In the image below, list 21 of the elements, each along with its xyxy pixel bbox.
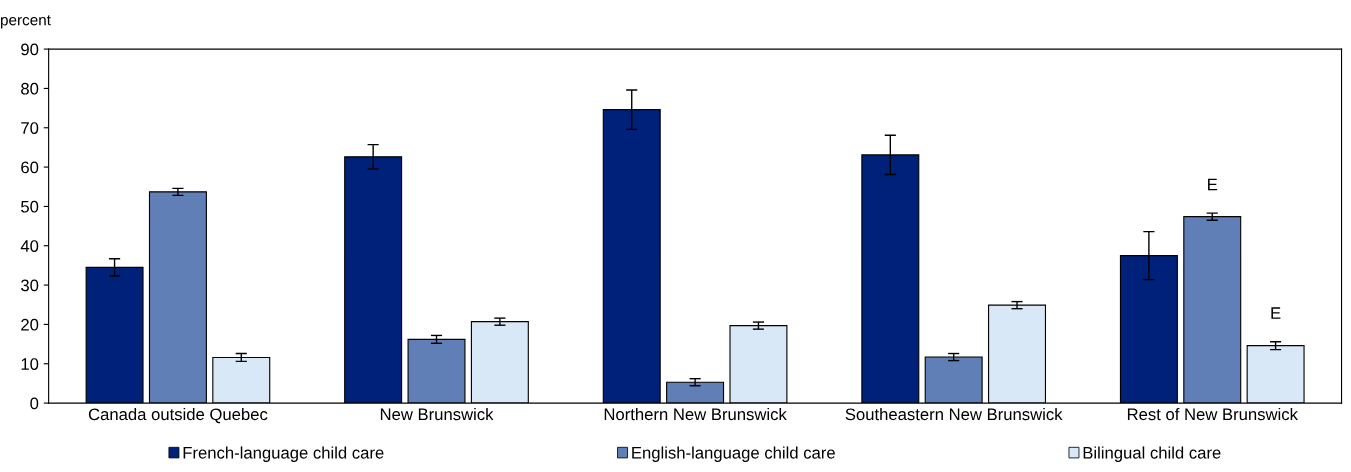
y-tick-label: 90 [21, 43, 39, 56]
x-tick-label: New Brunswick [380, 407, 494, 421]
y-tick-label: 50 [21, 200, 39, 213]
y-axis-title: percent [0, 15, 51, 29]
x-tick-label: Rest of New Brunswick [1127, 407, 1298, 421]
y-tick-label: 0 [30, 397, 39, 410]
legend-label: Bilingual child care [1083, 446, 1221, 462]
y-tick-label: 70 [21, 122, 39, 134]
y-tick-label: 80 [21, 82, 39, 95]
data-label: E [1271, 307, 1281, 319]
y-tick-label: 40 [20, 240, 39, 252]
y-tick-label: 60 [21, 161, 39, 174]
x-tick-label: Northern New Brunswick [604, 407, 787, 421]
y-tick-label: 30 [21, 279, 39, 292]
x-tick-label: Southeastern New Brunswick [845, 407, 1063, 421]
y-tick-label: 20 [21, 318, 39, 331]
data-label: E [1208, 178, 1218, 191]
legend-label: English-language child care [632, 446, 835, 462]
y-tick-label: 10 [21, 358, 39, 370]
x-tick-label: Canada outside Quebec [88, 407, 268, 424]
legend-label: French-language child care [183, 446, 384, 462]
